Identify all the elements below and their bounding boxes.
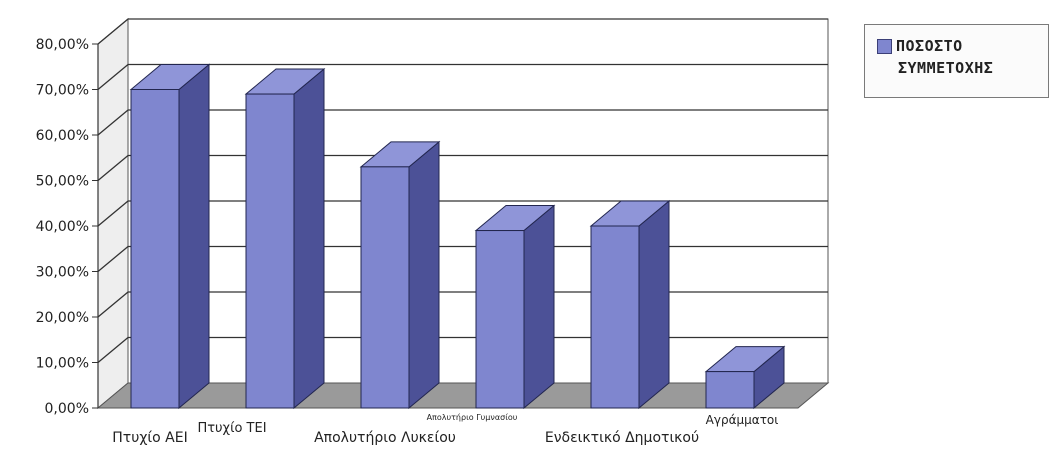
x-tick-label: Πτυχίο ΤΕΙ <box>197 421 266 436</box>
gridline <box>97 109 828 136</box>
y-tick-label: 70,00% <box>36 83 89 99</box>
x-tick-label: Πτυχίο ΑΕΙ <box>112 430 187 446</box>
bar <box>590 225 640 409</box>
bar <box>245 93 295 409</box>
x-tick-label: Ενδεικτικό Δημοτικού <box>545 430 699 446</box>
bar-side <box>408 140 440 410</box>
bar <box>705 371 755 409</box>
x-tick-label: Απολυτήριο Γυμνασίου <box>427 413 518 422</box>
bar-side <box>293 67 325 410</box>
bar-side <box>523 204 555 410</box>
gridline <box>97 154 828 181</box>
gridline <box>97 63 828 90</box>
bar-side <box>638 199 670 410</box>
legend-label-line2: ΣΥΜΜΕΤΟΧΗΣ <box>898 59 994 77</box>
bar <box>360 166 410 409</box>
y-tick-label: 40,00% <box>36 219 89 235</box>
y-tick-label: 0,00% <box>45 401 89 417</box>
bar <box>475 230 525 409</box>
legend-label-line1: ΠΟΣΟΣΤΟ <box>896 37 963 55</box>
x-tick-label: Απολυτήριο Λυκείου <box>314 430 456 446</box>
y-tick-label: 60,00% <box>36 128 89 144</box>
bar <box>130 89 180 409</box>
y-tick-label: 80,00% <box>36 37 89 53</box>
y-tick-label: 10,00% <box>36 356 89 372</box>
y-tick-label: 30,00% <box>36 265 89 281</box>
y-tick-label: 50,00% <box>36 174 89 190</box>
legend-label: ΠΟΣΟΣΤΟ ΣΥΜΜΕΤΟΧΗΣ <box>896 35 1041 79</box>
legend-swatch <box>877 39 892 54</box>
bar-side <box>178 63 210 410</box>
x-tick-label: Αγράμματοι <box>706 413 779 427</box>
legend: ΠΟΣΟΣΤΟ ΣΥΜΜΕΤΟΧΗΣ <box>864 24 1049 98</box>
gridline <box>97 200 828 227</box>
y-tick-label: 20,00% <box>36 310 89 326</box>
gridline <box>97 18 828 45</box>
